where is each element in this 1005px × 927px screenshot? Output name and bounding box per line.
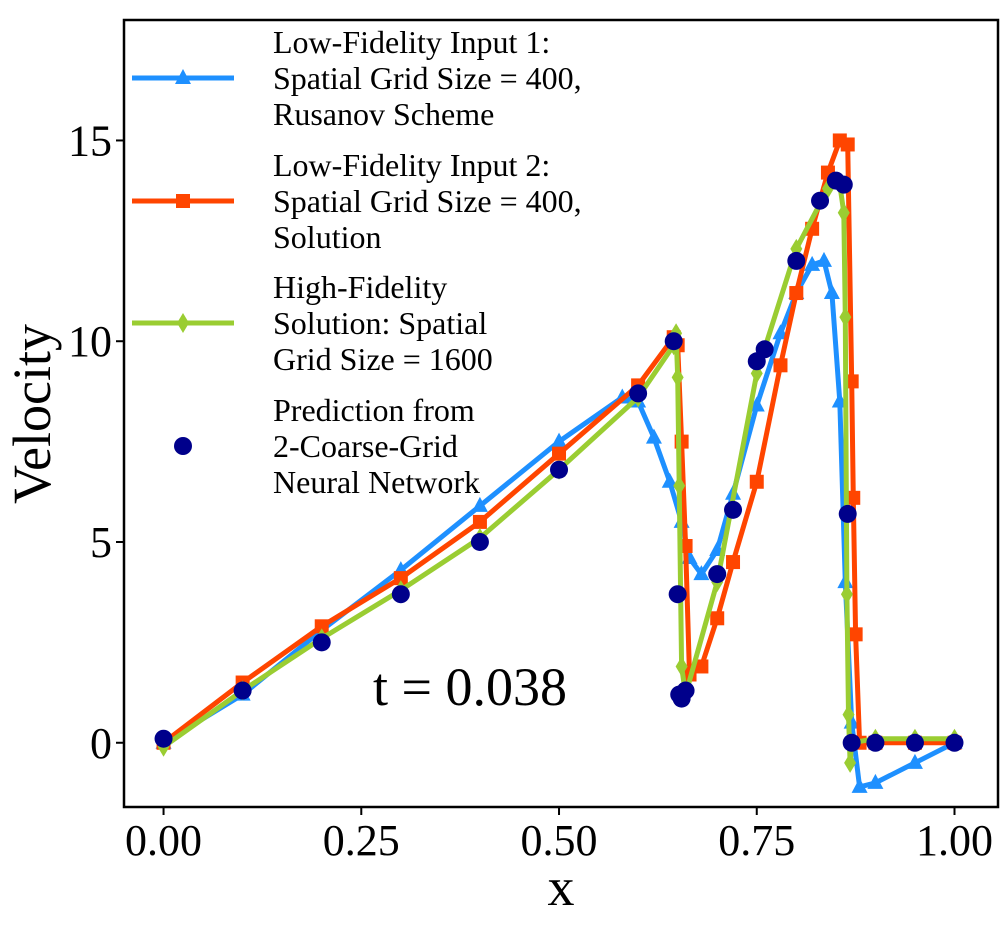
series-4-point: [905, 733, 924, 752]
series-3-point: [844, 752, 857, 773]
series-4-point: [842, 733, 861, 752]
series-1-point: [906, 753, 923, 769]
series-4-point: [154, 729, 173, 748]
series-2-point: [749, 474, 764, 489]
y-tick-label: 15: [68, 116, 112, 165]
legend-marker: [174, 437, 192, 455]
legend-label-line: Grid Size = 1600: [273, 341, 493, 377]
series-2-point: [552, 446, 567, 461]
series-4-point: [838, 504, 857, 523]
legend-label-line: Neural Network: [273, 464, 480, 500]
legend-label-line: Spatial Grid Size = 400,: [273, 60, 582, 96]
series-4-point: [834, 175, 853, 194]
x-tick-label: 0.25: [323, 816, 400, 865]
series-4-point: [233, 681, 252, 700]
series-2-point: [846, 490, 861, 505]
series-1-point: [551, 432, 568, 448]
series-2-point: [726, 555, 741, 570]
series-4-point: [664, 332, 683, 351]
series-1-point: [823, 284, 840, 300]
series-2-point: [848, 627, 863, 642]
series-layer: [154, 133, 964, 793]
y-axis-ticks: 0 5 10 15: [68, 116, 124, 768]
legend-marker: [175, 69, 191, 84]
x-axis-ticks: 0.00 0.25 0.50 0.75 1.00: [125, 807, 993, 865]
legend-label-line: Rusanov Scheme: [273, 96, 494, 132]
series-3-point: [675, 656, 688, 677]
series-1-point: [804, 255, 821, 271]
series-1-point: [471, 496, 488, 512]
y-tick-label: 10: [68, 317, 112, 366]
series-3-point: [837, 202, 850, 223]
x-tick-label: 0.00: [125, 816, 202, 865]
series-4-point: [724, 500, 743, 519]
series-4: [154, 171, 964, 752]
series-4-point: [629, 384, 648, 403]
series-3-point: [673, 475, 686, 496]
series-1-point: [867, 773, 884, 789]
x-axis-title: x: [548, 857, 575, 917]
series-1-point: [645, 428, 662, 444]
series-1-point: [661, 472, 678, 488]
series-4-point: [945, 733, 964, 752]
series-2-point: [393, 571, 408, 586]
legend: Low-Fidelity Input 1:Spatial Grid Size =…: [132, 24, 582, 500]
x-tick-label: 0.50: [521, 816, 598, 865]
series-3-point: [671, 367, 684, 388]
series-4-point: [866, 733, 885, 752]
legend-entry-1: Low-Fidelity Input 1:Spatial Grid Size =…: [132, 24, 582, 132]
series-2-point: [840, 137, 855, 152]
series-4-point: [550, 460, 569, 479]
legend-label-line: 2-Coarse-Grid: [273, 428, 458, 464]
legend-label-line: Prediction from: [273, 392, 475, 428]
legend-label-line: Solution: Spatial: [273, 305, 487, 341]
y-axis-title: Velocity: [2, 324, 62, 504]
series-4-point: [811, 191, 830, 210]
series-4-point: [470, 532, 489, 551]
time-annotation: t = 0.038: [373, 657, 567, 717]
legend-label-line: High-Fidelity: [273, 269, 447, 305]
series-3-point: [839, 307, 852, 328]
series-2-point: [472, 514, 487, 529]
series-1-point: [815, 251, 832, 267]
series-4-point: [391, 585, 410, 604]
series-2-point: [789, 286, 804, 301]
legend-label-line: Solution: [273, 219, 381, 255]
y-tick-label: 0: [90, 719, 112, 768]
legend-marker: [176, 194, 190, 208]
series-2-point: [710, 611, 725, 626]
legend-label-line: Low-Fidelity Input 1:: [273, 24, 550, 60]
series-2-point: [773, 358, 788, 373]
series-3-point: [842, 704, 855, 725]
x-tick-label: 0.75: [718, 816, 795, 865]
series-1-point: [851, 777, 868, 793]
y-tick-label: 5: [90, 518, 112, 567]
legend-entry-2: Low-Fidelity Input 2:Spatial Grid Size =…: [132, 147, 582, 255]
series-4-point: [708, 565, 727, 584]
series-4-point: [676, 681, 695, 700]
series-2-point: [314, 619, 329, 634]
series-3-point: [840, 584, 853, 605]
series-4-point: [787, 251, 806, 270]
legend-label-line: Low-Fidelity Input 2:: [273, 147, 550, 183]
series-2-point: [694, 659, 709, 674]
legend-label-line: Spatial Grid Size = 400,: [273, 183, 582, 219]
series-4-point: [668, 585, 687, 604]
legend-marker: [177, 313, 189, 333]
series-1-point: [693, 565, 710, 581]
x-tick-label: 1.00: [916, 816, 993, 865]
series-4-point: [312, 633, 331, 652]
series-4-point: [755, 340, 774, 359]
plot-frame: [122, 18, 1000, 809]
